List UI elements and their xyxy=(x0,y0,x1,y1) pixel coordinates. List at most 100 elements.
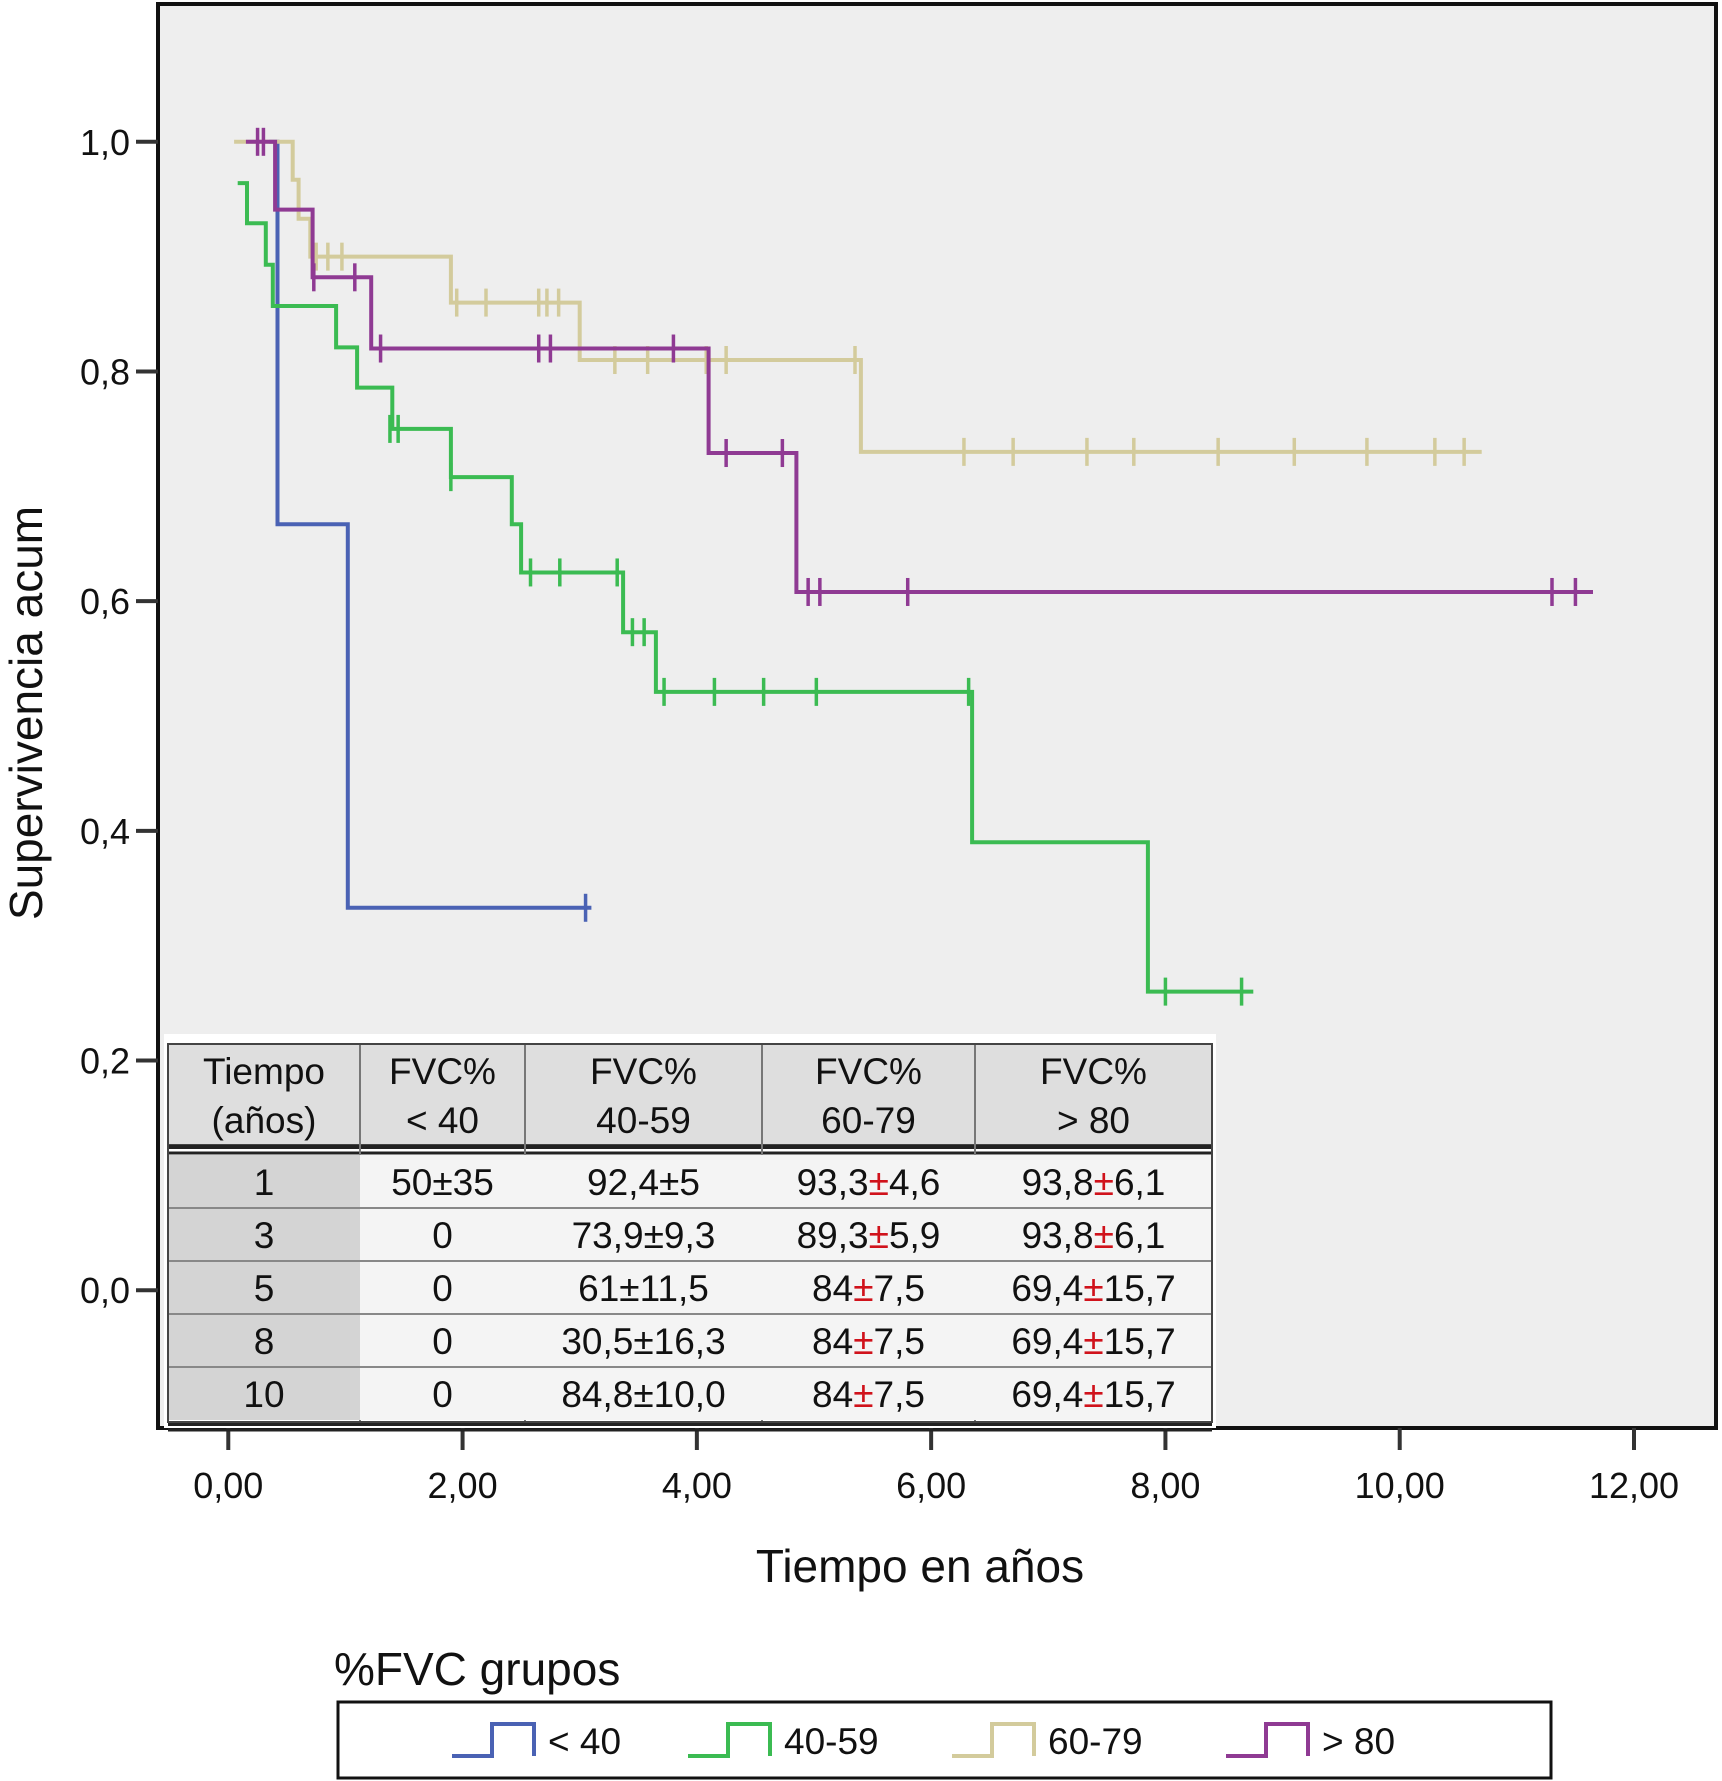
table-cell: 0 xyxy=(432,1268,453,1309)
legend-label: 40-59 xyxy=(784,1721,879,1762)
table-cell-bg xyxy=(360,1155,1212,1208)
legend-swatch xyxy=(1226,1722,1310,1758)
table-header-cell: FVC% xyxy=(590,1051,697,1092)
table-header-cell: < 40 xyxy=(406,1100,479,1141)
x-tick-label: 6,00 xyxy=(896,1465,966,1506)
table-header-cell: FVC% xyxy=(1040,1051,1147,1092)
table-cell-value: 93,8 xyxy=(1022,1215,1094,1256)
survival-table: Tiempo (años) FVC% < 40 FVC% 40-59 FVC% 60-79 FV… xyxy=(164,1034,1216,1432)
y-tick-label: 0,6 xyxy=(80,581,130,622)
table-cell: 0 xyxy=(432,1321,453,1362)
table-cell-value: 93,8 xyxy=(1022,1162,1094,1203)
table-cell-pm: ± xyxy=(1083,1321,1103,1362)
series-line xyxy=(237,181,1254,994)
table-cell-value: 84 xyxy=(812,1321,853,1362)
table-cell-pm: ± xyxy=(1083,1374,1103,1415)
table-header-cell: 60-79 xyxy=(821,1100,916,1141)
table-cell-value: 6,1 xyxy=(1114,1162,1165,1203)
legend-label: < 40 xyxy=(548,1721,621,1762)
table-cell-value: 93,3 xyxy=(797,1162,869,1203)
table-cell-value: 89,3 xyxy=(797,1215,869,1256)
legend-label: > 80 xyxy=(1322,1721,1395,1762)
table-cell-pm: ± xyxy=(869,1215,889,1256)
y-tick-label: 0,2 xyxy=(80,1041,130,1082)
x-axis-title: Tiempo en años xyxy=(756,1540,1084,1592)
series-line xyxy=(245,139,1593,594)
table-cell: 8 xyxy=(254,1321,275,1362)
x-tick-label: 8,00 xyxy=(1130,1465,1200,1506)
table-cell-value: 84 xyxy=(812,1374,853,1415)
x-tick-label: 4,00 xyxy=(662,1465,732,1506)
y-tick-label: 0,0 xyxy=(80,1270,130,1311)
y-axis: 0,0 0,2 0,4 0,6 0,8 1,0 xyxy=(80,122,158,1311)
y-tick-label: 0,8 xyxy=(80,351,130,392)
table-cell: 10 xyxy=(243,1374,284,1415)
table-cell: 84±7,5 xyxy=(812,1268,925,1309)
table-cell: 5 xyxy=(254,1268,275,1309)
table-cell-value: 69,4 xyxy=(1011,1268,1083,1309)
table-cell-bg xyxy=(360,1261,1212,1314)
table-cell: 73,9±9,3 xyxy=(572,1215,716,1256)
series-group xyxy=(234,139,1482,466)
legend-label: 60-79 xyxy=(1048,1721,1143,1762)
table-time-cell-bg xyxy=(168,1261,360,1314)
table-cell-value: 7,5 xyxy=(874,1321,925,1362)
table-cell-pm: ± xyxy=(869,1162,889,1203)
table-cell-pm: ± xyxy=(1094,1215,1114,1256)
legend-entry: 40-59 xyxy=(688,1721,879,1762)
table-time-cell-bg xyxy=(168,1314,360,1367)
table-cell: 93,3±4,6 xyxy=(797,1162,941,1203)
x-tick-label: 2,00 xyxy=(428,1465,498,1506)
table-header-cell: Tiempo xyxy=(203,1051,325,1092)
table-time-cell-bg xyxy=(168,1367,360,1420)
x-tick-label: 0,00 xyxy=(193,1465,263,1506)
table-cell: 30,5±16,3 xyxy=(561,1321,725,1362)
table-cell: 69,4±15,7 xyxy=(1011,1374,1175,1415)
table-cell-value: 7,5 xyxy=(874,1268,925,1309)
table-cell: 1 xyxy=(254,1162,275,1203)
table-header-row xyxy=(167,1043,1213,1146)
table-cell-value: 4,6 xyxy=(889,1162,940,1203)
table-cell: 61±11,5 xyxy=(578,1268,709,1309)
table-cell-value: 84 xyxy=(812,1268,853,1309)
table-cell: 50±35 xyxy=(391,1162,494,1203)
table-header-cell: FVC% xyxy=(815,1051,922,1092)
table-cell: 89,3±5,9 xyxy=(797,1215,941,1256)
table-header-cell: FVC% xyxy=(389,1051,496,1092)
table-cell-value: 15,7 xyxy=(1104,1268,1176,1309)
table-cell: 93,8±6,1 xyxy=(1022,1162,1166,1203)
y-tick-label: 1,0 xyxy=(80,122,130,163)
series-layer xyxy=(234,127,1593,1006)
table-header-cell: > 80 xyxy=(1057,1100,1130,1141)
table-cell-value: 5,9 xyxy=(889,1215,940,1256)
table-cell: 3 xyxy=(254,1215,275,1256)
table-header-cell: 40-59 xyxy=(596,1100,691,1141)
table-cell-bg xyxy=(360,1314,1212,1367)
table-cell: 84±7,5 xyxy=(812,1374,925,1415)
table-cell-value: 7,5 xyxy=(874,1374,925,1415)
legend-entry: < 40 xyxy=(452,1721,621,1762)
table-cell-value: 15,7 xyxy=(1104,1321,1176,1362)
table-cell: 93,8±6,1 xyxy=(1022,1215,1166,1256)
y-axis-title: Supervivencia acum xyxy=(0,506,52,920)
legend-swatch xyxy=(688,1722,772,1758)
table-cell: 92,4±5 xyxy=(587,1162,700,1203)
table-cell-value: 69,4 xyxy=(1011,1374,1083,1415)
table-cell-value: 69,4 xyxy=(1011,1321,1083,1362)
table-cell-pm: ± xyxy=(1094,1162,1114,1203)
x-tick-label: 10,00 xyxy=(1355,1465,1445,1506)
table-cell-bg xyxy=(360,1367,1212,1420)
legend-swatch xyxy=(452,1722,536,1758)
legend-entry: > 80 xyxy=(1226,1721,1395,1762)
table-header-cell: (años) xyxy=(212,1100,317,1141)
legend-entries: < 40 40-59 60-79 > 80 xyxy=(452,1721,1395,1762)
series-group xyxy=(245,127,1593,606)
table-cell: 69,4±15,7 xyxy=(1011,1268,1175,1309)
legend-box xyxy=(336,1700,1553,1780)
table-cell: 0 xyxy=(432,1215,453,1256)
x-axis: 0,00 2,00 4,00 6,00 8,00 10,00 12,00 xyxy=(193,1428,1679,1506)
series-line xyxy=(234,139,1482,454)
table-cell: 84,8±10,0 xyxy=(561,1374,725,1415)
table-cell: 0 xyxy=(432,1374,453,1415)
table-cell-pm: ± xyxy=(853,1374,873,1415)
